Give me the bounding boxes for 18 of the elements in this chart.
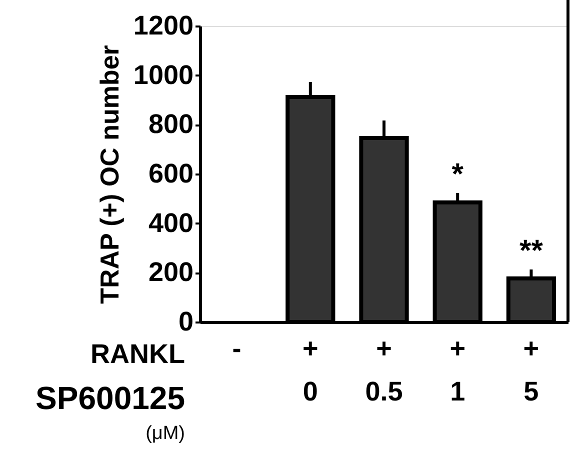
y-tick-label: 0: [178, 306, 194, 336]
text: (μM): [146, 423, 185, 444]
y-axis-title: TRAP (+) OC number: [94, 45, 124, 304]
y-tick-label: 800: [148, 109, 194, 140]
annotation: **: [520, 234, 544, 268]
x-tick-label: -: [232, 334, 242, 364]
x-tick-label: + 0: [302, 334, 318, 406]
x-tick-label: + 0.5: [365, 334, 403, 406]
x-tick-label: + 1: [450, 334, 466, 406]
y-tick-label: 200: [148, 257, 194, 288]
y-tick-label: 1200: [133, 10, 194, 40]
y-tick-label: 600: [148, 158, 194, 188]
y-tick-label: 1000: [133, 60, 194, 90]
y-tick-label: 400: [148, 208, 194, 238]
x-tick-label: + 5: [523, 334, 540, 406]
text: RANKL: [90, 339, 185, 369]
text: SP600125: [36, 380, 185, 416]
annotation: *: [452, 158, 464, 191]
